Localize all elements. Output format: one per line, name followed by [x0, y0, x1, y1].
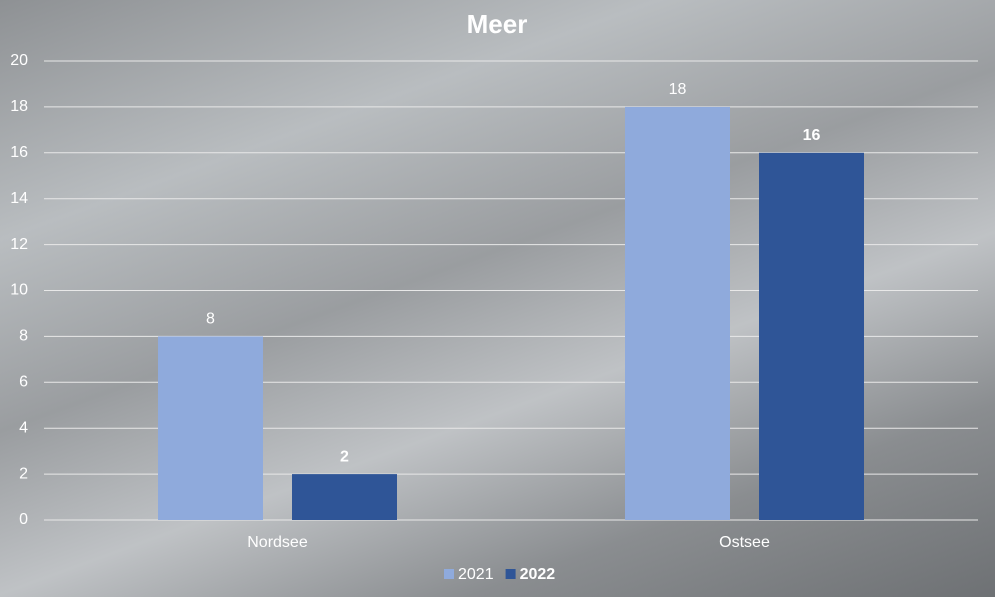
- data-label: 8: [206, 311, 215, 328]
- legend-swatch: [444, 569, 454, 579]
- chart-title: Meer: [467, 9, 528, 39]
- bar: [292, 474, 397, 520]
- y-tick-label: 10: [10, 282, 28, 299]
- bar: [158, 336, 263, 520]
- data-label: 2: [340, 448, 349, 465]
- y-tick-label: 14: [10, 190, 28, 207]
- data-label: 16: [803, 127, 821, 144]
- legend-swatch: [505, 569, 516, 579]
- y-tick-label: 6: [19, 374, 28, 391]
- legend-label: 2022: [520, 566, 556, 583]
- y-tick-label: 4: [19, 419, 28, 436]
- legend-label: 2021: [458, 566, 494, 583]
- y-tick-label: 0: [19, 511, 28, 528]
- x-tick-label: Ostsee: [719, 534, 770, 551]
- y-tick-label: 16: [10, 144, 28, 161]
- bar: [759, 152, 864, 521]
- y-tick-label: 18: [10, 98, 28, 115]
- data-label: 18: [669, 81, 687, 98]
- x-tick-label: Nordsee: [247, 534, 308, 551]
- y-tick-label: 2: [19, 465, 28, 482]
- bar: [625, 106, 730, 521]
- y-tick-label: 8: [19, 328, 28, 345]
- y-tick-label: 12: [10, 236, 28, 253]
- y-tick-label: 20: [10, 52, 28, 69]
